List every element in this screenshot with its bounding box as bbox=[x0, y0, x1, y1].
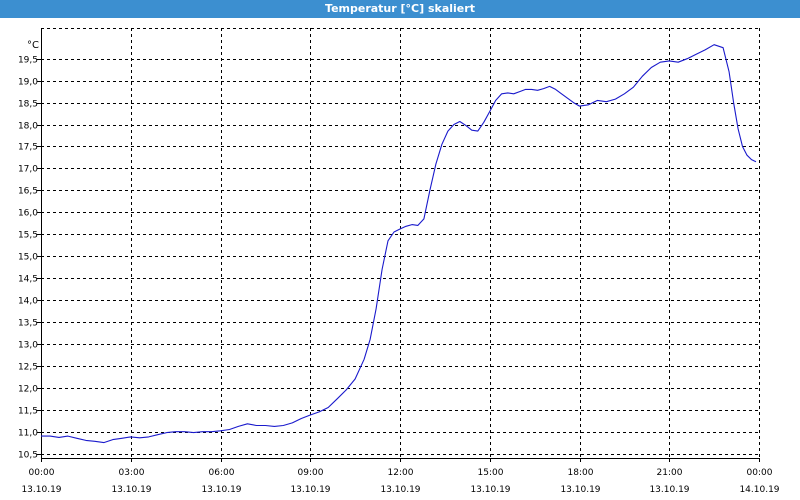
chart-title-bar: Temperatur [°C] skaliert bbox=[0, 0, 800, 18]
x-tick-time-label: 06:00 bbox=[209, 468, 235, 478]
y-tick-label: 15,5 bbox=[18, 231, 38, 241]
y-tick-label: 17,0 bbox=[18, 165, 38, 175]
y-tick-label: 12,5 bbox=[18, 363, 38, 373]
y-tick-label: 12,0 bbox=[18, 385, 38, 395]
x-tick-date-label: 13.10.19 bbox=[470, 485, 510, 495]
x-tick-time-label: 03:00 bbox=[119, 468, 145, 478]
y-tick-label: 10,5 bbox=[18, 451, 38, 461]
y-tick-label: 19,0 bbox=[18, 78, 38, 88]
x-tick-time-label: 00:00 bbox=[747, 468, 773, 478]
axes bbox=[37, 28, 760, 462]
x-tick-date-label: 13.10.19 bbox=[560, 485, 600, 495]
x-tick-date-label: 13.10.19 bbox=[111, 485, 151, 495]
y-tick-label: 13,0 bbox=[18, 341, 38, 351]
x-tick-date-label: 13.10.19 bbox=[290, 485, 330, 495]
x-tick-labels: 00:00 13.10.19 03:00 13.10.19 06:00 13.10.19 0… bbox=[21, 468, 779, 495]
y-axis-unit-label: °C bbox=[27, 40, 39, 51]
y-tick-label: 11,5 bbox=[18, 407, 38, 417]
y-tick-label: 11,0 bbox=[18, 429, 38, 439]
x-tick-time-label: 09:00 bbox=[298, 468, 324, 478]
y-tick-label: 14,0 bbox=[18, 297, 38, 307]
x-tick-time-label: 15:00 bbox=[478, 468, 504, 478]
x-tick-date-label: 13.10.19 bbox=[21, 485, 61, 495]
y-tick-label: 18,0 bbox=[18, 122, 38, 132]
y-tick-label: 15,0 bbox=[18, 253, 38, 263]
x-tick-time-label: 18:00 bbox=[568, 468, 594, 478]
y-tick-label: 19,5 bbox=[18, 56, 38, 66]
y-tick-label: 16,5 bbox=[18, 187, 38, 197]
y-tick-label: 18,5 bbox=[18, 100, 38, 110]
x-tick-date-label: 13.10.19 bbox=[649, 485, 689, 495]
y-tick-labels: 10,5 11,0 11,5 12,0 12,5 13,0 13,5 14,0 14,5 15,0… bbox=[18, 56, 38, 461]
x-tick-time-label: 00:00 bbox=[29, 468, 55, 478]
y-tick-label: 13,5 bbox=[18, 319, 38, 329]
x-tick-date-label: 14.10.19 bbox=[739, 485, 779, 495]
y-tick-label: 14,5 bbox=[18, 275, 38, 285]
x-tick-date-label: 13.10.19 bbox=[201, 485, 241, 495]
y-tick-label: 17,5 bbox=[18, 143, 38, 153]
x-tick-time-label: 21:00 bbox=[657, 468, 683, 478]
grid bbox=[41, 28, 760, 458]
series-layer bbox=[41, 44, 757, 444]
temperature-series-line bbox=[41, 44, 757, 444]
chart-title: Temperatur [°C] skaliert bbox=[325, 2, 475, 15]
x-tick-date-label: 13.10.19 bbox=[380, 485, 420, 495]
x-tick-time-label: 12:00 bbox=[388, 468, 414, 478]
y-tick-label: 16,0 bbox=[18, 209, 38, 219]
